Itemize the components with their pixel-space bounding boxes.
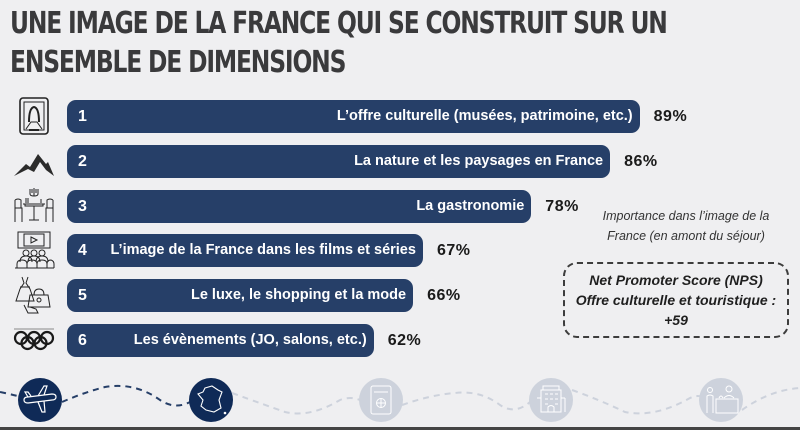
bar-rank: 4 [78,242,87,259]
bar-label: Le luxe, le shopping et la mode [190,287,407,303]
nps-title: Net Promoter Score (NPS) [589,272,763,288]
timeline-step-airplane [18,378,62,422]
olympic-rings-icon [13,328,55,351]
timeline-step-france [189,378,233,422]
timeline-step-reception [699,378,743,422]
portrait-frame-icon [19,97,49,135]
dining-table-icon [14,188,54,222]
bar-5: 5 Le luxe, le shopping et la mode [67,279,414,312]
title-line-1: Une image de la France qui se construit … [10,6,668,41]
fashion-shopping-icon [15,276,51,314]
passport-icon [370,385,392,415]
bar-rank: 3 [78,198,87,215]
page-title: Une image de la France qui se construit … [10,4,668,82]
mountain-icon [14,154,54,176]
nps-subtitle: Offre culturelle et touristique : [575,292,777,308]
bar-rank: 1 [78,108,87,125]
timeline-step-passport [359,378,403,422]
value-label-6: 62% [387,332,422,349]
bar-3: 3 La gastronomie [67,190,532,223]
bar-rank: 2 [78,153,87,170]
timeline-step-hotel [529,378,573,422]
bar-label: La gastronomie [416,198,525,214]
hotel-icon [537,385,566,413]
value-label-4: 67% [436,242,471,259]
value-label-2: 86% [624,153,658,170]
bar-2: 2 La nature et les paysages en France [67,145,611,178]
value-label-5: 66% [427,287,461,304]
bar-rank: 5 [78,287,87,304]
value-label-1: 89% [653,108,688,125]
value-label-3: 78% [545,198,579,215]
chart-annotation: Importance dans l’image de la France (en… [602,209,770,243]
nps-box: Net Promoter Score (NPS) Offre culturell… [563,262,789,338]
title-line-2: ensemble de dimensions [10,45,346,80]
bar-label: L’offre culturelle (musées, patrimoine, … [336,108,633,124]
bar-label: La nature et les paysages en France [354,153,604,169]
bar-rank: 6 [78,332,87,349]
reception-desk-icon [706,385,739,414]
journey-timeline [0,378,800,422]
bar-6: 6 Les évènements (JO, salons, etc.) [67,324,374,357]
nps-value: +59 [664,312,688,328]
bar-4: 4 L’image de la France dans les films et… [67,234,423,267]
bar-label: Les évènements (JO, salons, etc.) [133,332,367,348]
airplane-icon [23,385,57,413]
cinema-audience-icon [15,231,55,269]
bar-1: 1 L’offre culturelle (musées, patrimoine… [67,100,640,133]
bar-label: L’image de la France dans les films et s… [110,242,416,258]
bottom-border [0,427,800,430]
france-map-icon [197,385,223,413]
